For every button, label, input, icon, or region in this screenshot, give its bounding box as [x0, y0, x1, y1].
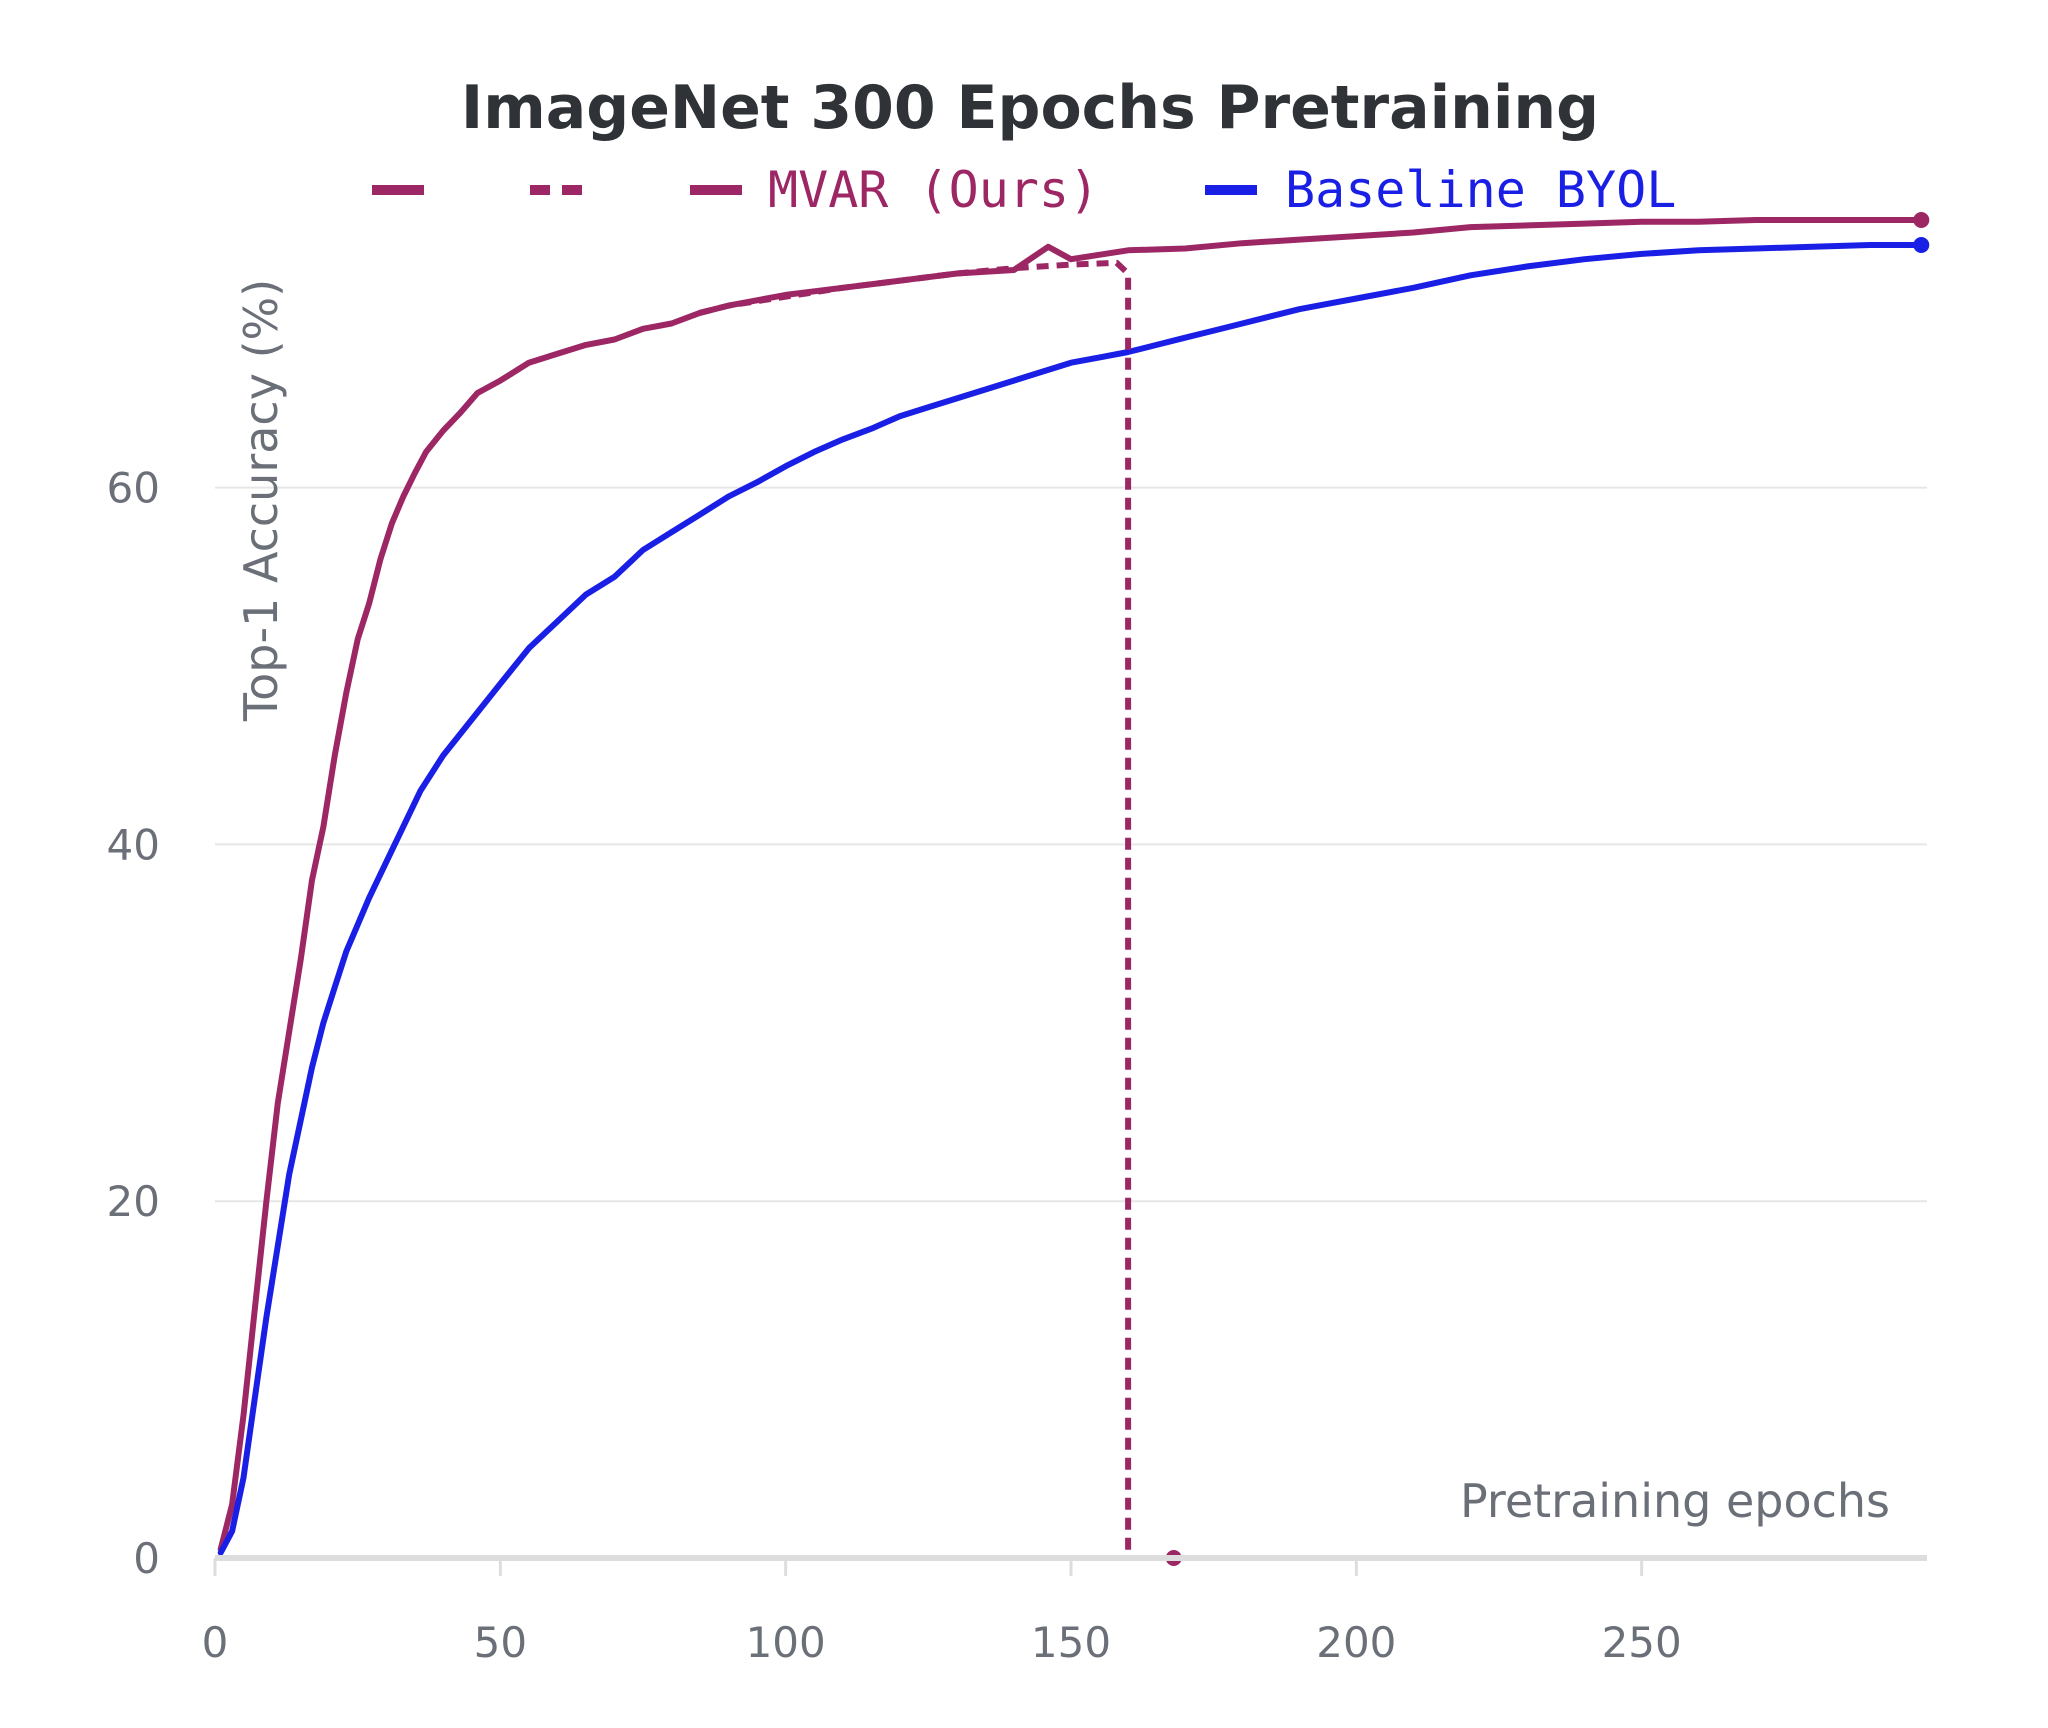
legend: MVAR (Ours) Baseline BYOL — [372, 161, 1676, 219]
series-end-point-0 — [1913, 212, 1930, 228]
series-layer — [217, 212, 1930, 1566]
y-tick-label: 60 — [107, 464, 160, 513]
gridlines — [215, 486, 1927, 1203]
x-tick-label: 200 — [1316, 1618, 1396, 1667]
y-tick-label: 0 — [133, 1534, 160, 1583]
y-axis-label: Top-1 Accuracy (%) — [234, 279, 288, 722]
x-tick-label: 150 — [1031, 1618, 1111, 1667]
chart-title: ImageNet 300 Epochs Pretraining — [461, 73, 1599, 143]
x-tick-label: 50 — [474, 1618, 527, 1667]
series-line-1 — [699, 259, 1174, 1561]
x-tick-label: 250 — [1602, 1618, 1682, 1667]
y-tick-label: 20 — [107, 1177, 160, 1226]
series-end-point-3 — [1913, 236, 1930, 253]
axes: 0 20 40 60 0 50 100 150 200 250 — [107, 464, 1927, 1667]
series-line-0 — [217, 217, 1925, 1553]
x-tick-label: 100 — [746, 1618, 826, 1667]
x-tick-label: 0 — [202, 1618, 229, 1667]
legend-label-3: Baseline BYOL — [1285, 161, 1676, 219]
y-tick-label: 40 — [107, 820, 160, 869]
series-line-3 — [217, 242, 1925, 1556]
x-axis-label: Pretraining epochs — [1460, 1474, 1890, 1528]
legend-label-2: MVAR (Ours) — [768, 161, 1099, 219]
